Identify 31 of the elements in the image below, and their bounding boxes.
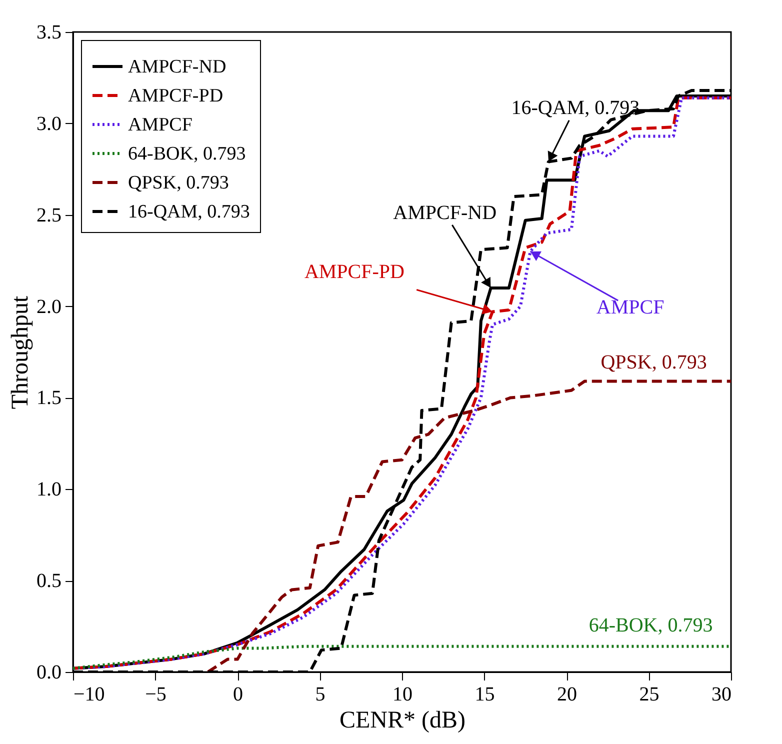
- x-tick-label: 0: [233, 684, 243, 706]
- annotation: AMPCF-ND: [393, 202, 497, 224]
- annotation: AMPCF: [596, 296, 664, 318]
- legend-label: AMPCF-PD: [128, 86, 224, 106]
- y-tick-label: 2.5: [36, 204, 62, 226]
- y-tick-label: 2.0: [36, 296, 62, 318]
- y-tick-label: 3.0: [36, 112, 62, 135]
- y-tick-label: 0.5: [36, 570, 62, 592]
- annotation: 64-BOK, 0.793: [588, 614, 713, 636]
- y-tick-label: 1.0: [36, 478, 62, 501]
- legend-label: AMPCF: [128, 114, 192, 136]
- legend-label: 64-BOK, 0.793: [128, 144, 246, 164]
- x-tick-label: 30: [712, 684, 732, 706]
- annotation: AMPCF-PD: [304, 260, 404, 283]
- x-tick-label: 20: [557, 684, 577, 706]
- x-axis-title: CENR* (dB): [340, 708, 466, 734]
- x-tick-label: 10: [392, 684, 412, 706]
- annotation: QPSK, 0.793: [600, 351, 707, 374]
- x-tick-label: 5: [315, 684, 326, 706]
- x-tick-label: 15: [474, 684, 495, 706]
- x-tick-label: −5: [145, 684, 166, 706]
- legend-label: 16-QAM, 0.793: [128, 202, 250, 222]
- x-tick-label: 25: [639, 684, 660, 706]
- legend-label: QPSK, 0.793: [128, 172, 229, 194]
- y-tick-label: 3.5: [36, 22, 62, 44]
- y-axis-title: Throughput: [8, 296, 34, 410]
- y-tick-label: 1.5: [36, 387, 62, 410]
- x-tick-label: −10: [74, 684, 105, 706]
- line-series: [73, 644, 731, 670]
- y-tick-label: 0.0: [36, 662, 62, 684]
- legend-label: AMPCF-ND: [128, 56, 226, 78]
